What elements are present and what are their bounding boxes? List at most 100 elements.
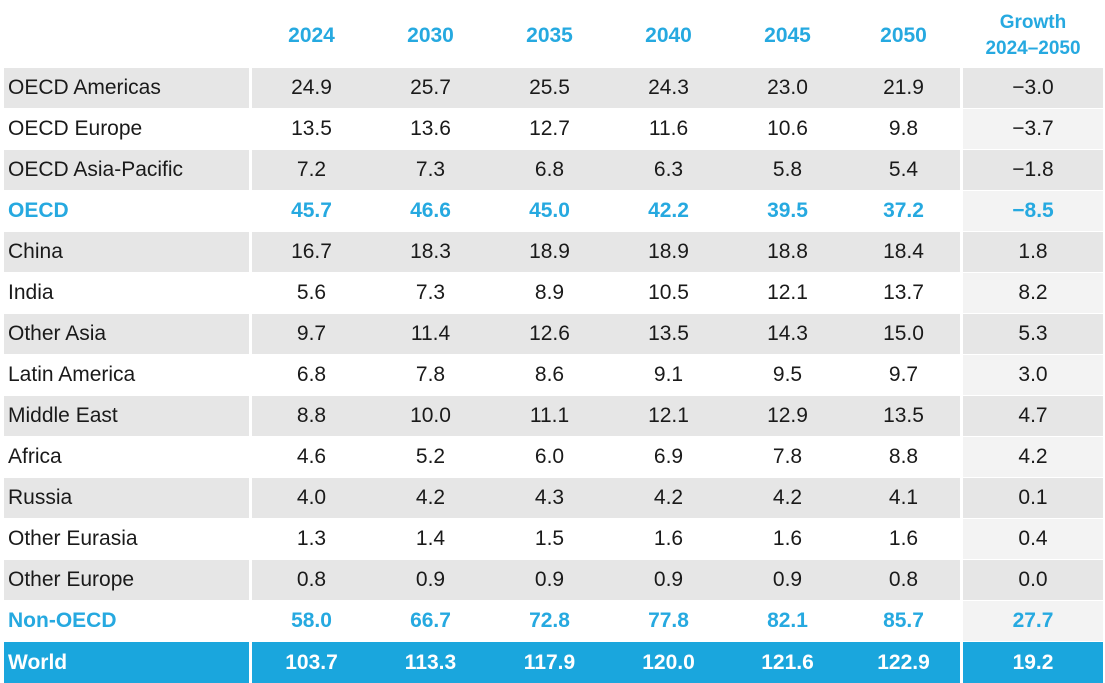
value-cell: 120.0	[609, 641, 728, 683]
table-row-non-oecd-subtotal: Non-OECD 58.0 66.7 72.8 77.8 82.1 85.7 2…	[4, 600, 1103, 641]
value-cell: 9.7	[252, 313, 371, 354]
value-cell: 25.7	[371, 67, 490, 108]
table-row-oecd-subtotal: OECD 45.7 46.6 45.0 42.2 39.5 37.2 −8.5	[4, 190, 1103, 231]
value-cell: 42.2	[609, 190, 728, 231]
value-cell: 9.1	[609, 354, 728, 395]
value-cell: 7.3	[371, 272, 490, 313]
row-label: Latin America	[4, 354, 252, 395]
value-cell: 9.7	[847, 354, 963, 395]
growth-cell: 19.2	[963, 641, 1103, 683]
row-label: World	[4, 641, 252, 683]
growth-cell: 0.1	[963, 477, 1103, 518]
row-label: China	[4, 231, 252, 272]
header-year-2035: 2035	[490, 4, 609, 67]
header-year-2030: 2030	[371, 4, 490, 67]
value-cell: 12.1	[609, 395, 728, 436]
growth-cell: 0.4	[963, 518, 1103, 559]
value-cell: 11.6	[609, 108, 728, 149]
value-cell: 7.2	[252, 149, 371, 190]
value-cell: 66.7	[371, 600, 490, 641]
header-year-2024: 2024	[252, 4, 371, 67]
growth-cell: 3.0	[963, 354, 1103, 395]
table-row-other-europe: Other Europe 0.8 0.9 0.9 0.9 0.9 0.8 0.0	[4, 559, 1103, 600]
row-label: OECD Asia-Pacific	[4, 149, 252, 190]
header-row: 2024 2030 2035 2040 2045 2050 Growth 202…	[4, 4, 1103, 67]
value-cell: 0.9	[609, 559, 728, 600]
value-cell: 15.0	[847, 313, 963, 354]
value-cell: 10.6	[728, 108, 847, 149]
row-label: Middle East	[4, 395, 252, 436]
growth-cell: 0.0	[963, 559, 1103, 600]
value-cell: 18.3	[371, 231, 490, 272]
value-cell: 12.1	[728, 272, 847, 313]
header-growth: Growth 2024–2050	[963, 4, 1103, 67]
row-label: Other Europe	[4, 559, 252, 600]
value-cell: 13.5	[252, 108, 371, 149]
growth-cell: 4.2	[963, 436, 1103, 477]
value-cell: 7.8	[728, 436, 847, 477]
value-cell: 8.9	[490, 272, 609, 313]
value-cell: 117.9	[490, 641, 609, 683]
regional-data-table: 2024 2030 2035 2040 2045 2050 Growth 202…	[4, 4, 1103, 683]
header-label-cell	[4, 4, 252, 67]
value-cell: 25.5	[490, 67, 609, 108]
value-cell: 113.3	[371, 641, 490, 683]
value-cell: 11.4	[371, 313, 490, 354]
value-cell: 1.6	[847, 518, 963, 559]
value-cell: 18.8	[728, 231, 847, 272]
growth-cell: 4.7	[963, 395, 1103, 436]
growth-cell: −8.5	[963, 190, 1103, 231]
value-cell: 4.3	[490, 477, 609, 518]
value-cell: 11.1	[490, 395, 609, 436]
value-cell: 5.8	[728, 149, 847, 190]
growth-cell: −3.7	[963, 108, 1103, 149]
table-row-middle-east: Middle East 8.8 10.0 11.1 12.1 12.9 13.5…	[4, 395, 1103, 436]
value-cell: 121.6	[728, 641, 847, 683]
table-row-oecd-europe: OECD Europe 13.5 13.6 12.7 11.6 10.6 9.8…	[4, 108, 1103, 149]
growth-cell: −1.8	[963, 149, 1103, 190]
value-cell: 13.5	[609, 313, 728, 354]
value-cell: 13.5	[847, 395, 963, 436]
value-cell: 10.5	[609, 272, 728, 313]
value-cell: 77.8	[609, 600, 728, 641]
table-row-world-total: World 103.7 113.3 117.9 120.0 121.6 122.…	[4, 641, 1103, 683]
value-cell: 6.0	[490, 436, 609, 477]
value-cell: 0.9	[728, 559, 847, 600]
value-cell: 8.8	[847, 436, 963, 477]
value-cell: 37.2	[847, 190, 963, 231]
row-label: OECD	[4, 190, 252, 231]
table-row-latin-america: Latin America 6.8 7.8 8.6 9.1 9.5 9.7 3.…	[4, 354, 1103, 395]
table-row-india: India 5.6 7.3 8.9 10.5 12.1 13.7 8.2	[4, 272, 1103, 313]
row-label: Other Eurasia	[4, 518, 252, 559]
value-cell: 72.8	[490, 600, 609, 641]
value-cell: 12.7	[490, 108, 609, 149]
value-cell: 9.5	[728, 354, 847, 395]
value-cell: 14.3	[728, 313, 847, 354]
value-cell: 4.0	[252, 477, 371, 518]
growth-cell: 27.7	[963, 600, 1103, 641]
value-cell: 5.2	[371, 436, 490, 477]
value-cell: 0.8	[252, 559, 371, 600]
value-cell: 1.5	[490, 518, 609, 559]
value-cell: 4.1	[847, 477, 963, 518]
value-cell: 1.6	[609, 518, 728, 559]
value-cell: 82.1	[728, 600, 847, 641]
table-row-other-eurasia: Other Eurasia 1.3 1.4 1.5 1.6 1.6 1.6 0.…	[4, 518, 1103, 559]
value-cell: 39.5	[728, 190, 847, 231]
row-label: OECD Americas	[4, 67, 252, 108]
value-cell: 1.6	[728, 518, 847, 559]
header-year-2050: 2050	[847, 4, 963, 67]
value-cell: 5.6	[252, 272, 371, 313]
header-growth-line2: 2024–2050	[985, 37, 1081, 59]
growth-cell: 8.2	[963, 272, 1103, 313]
value-cell: 4.2	[371, 477, 490, 518]
value-cell: 0.9	[490, 559, 609, 600]
row-label: OECD Europe	[4, 108, 252, 149]
table-row-china: China 16.7 18.3 18.9 18.9 18.8 18.4 1.8	[4, 231, 1103, 272]
value-cell: 6.3	[609, 149, 728, 190]
value-cell: 21.9	[847, 67, 963, 108]
header-year-2040: 2040	[609, 4, 728, 67]
table-row-oecd-asia-pacific: OECD Asia-Pacific 7.2 7.3 6.8 6.3 5.8 5.…	[4, 149, 1103, 190]
growth-cell: 1.8	[963, 231, 1103, 272]
value-cell: 18.9	[609, 231, 728, 272]
